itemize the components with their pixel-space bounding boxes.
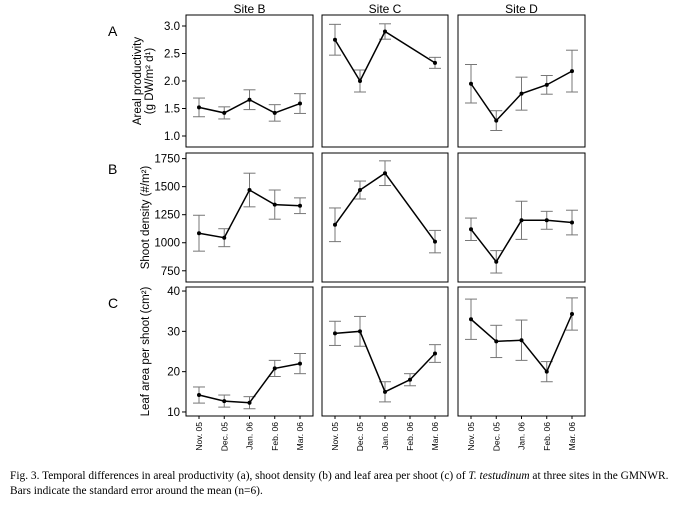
y-tick-label: 2.5 [164, 49, 180, 61]
data-point [197, 105, 201, 110]
x-tick-label: Dec. 05 [219, 422, 229, 452]
data-point [298, 203, 302, 208]
x-tick-label: Mar. 06 [295, 422, 305, 451]
panel-frame [457, 152, 586, 283]
data-point [272, 110, 277, 115]
data-point [433, 239, 437, 244]
data-point [222, 110, 227, 115]
x-tick-label: Feb. 06 [270, 422, 280, 451]
data-point [519, 218, 524, 223]
series-line [334, 30, 436, 83]
data-point [544, 218, 549, 223]
x-tick-label: Mar. 06 [567, 422, 577, 451]
data-point [494, 118, 499, 123]
data-point [383, 171, 387, 176]
data-point [247, 97, 252, 102]
caption-tail: at three sites in the GMNWR. Bars indica… [10, 470, 669, 497]
data-point [247, 188, 252, 193]
panel-frame [185, 152, 314, 283]
data-point [358, 329, 362, 334]
panel-frame [321, 14, 449, 148]
data-point [469, 227, 473, 232]
data-point [519, 338, 524, 343]
x-tick-label: Dec. 05 [491, 422, 501, 452]
data-point [298, 361, 302, 366]
data-point [383, 389, 387, 394]
data-point [197, 393, 201, 398]
data-point [383, 29, 387, 34]
data-point [433, 351, 437, 356]
data-point [247, 400, 252, 405]
y-tick-label: 1.0 [164, 131, 180, 143]
data-point [408, 377, 412, 382]
site-header: Site B [233, 2, 265, 16]
y-tick-label: 1500 [154, 182, 180, 194]
y-tick-label: 30 [167, 326, 180, 338]
data-point [570, 312, 574, 317]
data-point [197, 231, 201, 236]
x-tick-label: Mar. 06 [430, 422, 440, 451]
site-header: Site C [369, 2, 402, 16]
y-tick-label: 1750 [154, 154, 180, 166]
x-tick-label: Jan. 06 [380, 422, 390, 450]
panel-frame [321, 152, 449, 283]
y-axis-label: Leaf area per shoot (cm²) [140, 286, 152, 416]
data-point [272, 202, 277, 207]
data-point [544, 82, 549, 87]
series-line [334, 172, 436, 243]
figure-canvas: Site B Site C Site D A Areal productivity (g … [108, 2, 586, 452]
data-point [570, 69, 574, 74]
data-point [358, 188, 362, 193]
data-point [544, 369, 549, 374]
x-tick-label: Nov. 05 [194, 422, 204, 451]
data-point [469, 81, 473, 86]
data-point [298, 101, 302, 106]
data-point [222, 235, 227, 240]
data-point [333, 331, 337, 336]
site-header: Site D [505, 2, 538, 16]
row-label: B [108, 161, 117, 177]
data-point [333, 37, 337, 42]
y-axis-label: Shoot density (#/m²) [140, 166, 152, 270]
x-tick-label: Nov. 05 [466, 422, 476, 451]
row-label: A [108, 23, 118, 39]
x-tick-label: Feb. 06 [542, 422, 552, 451]
y-tick-label: 1000 [154, 238, 180, 250]
panel-frame [185, 14, 314, 148]
y-tick-label: 40 [167, 286, 180, 298]
data-point [494, 259, 499, 264]
data-point [222, 399, 227, 404]
data-point [469, 317, 473, 322]
x-tick-label: Dec. 05 [355, 422, 365, 452]
data-point [494, 339, 499, 344]
y-tick-label: 1250 [154, 210, 180, 222]
y-axis-label: (g DW/m² d¹) [144, 48, 156, 115]
y-tick-label: 2.0 [164, 76, 180, 88]
data-point [333, 222, 337, 227]
data-point [358, 79, 362, 83]
data-point [433, 60, 437, 65]
y-axis-label: Areal productivity [132, 37, 144, 125]
data-point [519, 91, 524, 96]
row-label: C [108, 295, 118, 311]
y-tick-label: 3.0 [164, 21, 180, 33]
x-tick-label: Nov. 05 [330, 422, 340, 451]
data-point [272, 366, 277, 371]
caption-species: T. testudinum [468, 470, 530, 482]
y-tick-label: 1.5 [164, 104, 180, 116]
y-tick-label: 10 [167, 407, 180, 419]
y-tick-label: 20 [167, 367, 180, 379]
x-tick-label: Jan. 06 [517, 422, 527, 450]
y-tick-label: 750 [161, 266, 180, 278]
data-point [570, 220, 574, 225]
figure-caption: Fig. 3. Temporal differences in areal pr… [10, 469, 672, 499]
caption-lead: Fig. 3. Temporal differences in areal pr… [10, 470, 469, 482]
x-tick-label: Feb. 06 [405, 422, 415, 451]
x-tick-label: Jan. 06 [245, 422, 255, 450]
panel-frame [457, 14, 586, 148]
